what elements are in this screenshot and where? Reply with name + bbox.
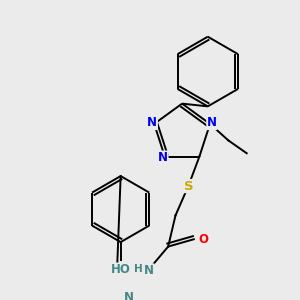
Text: N: N: [147, 116, 158, 130]
Text: N: N: [144, 264, 154, 277]
Text: H: H: [134, 264, 143, 274]
Text: O: O: [198, 233, 208, 246]
Text: S: S: [184, 180, 193, 193]
Text: HO: HO: [111, 263, 130, 276]
Text: N: N: [158, 151, 168, 164]
Text: N: N: [207, 116, 217, 130]
Text: N: N: [124, 290, 134, 300]
